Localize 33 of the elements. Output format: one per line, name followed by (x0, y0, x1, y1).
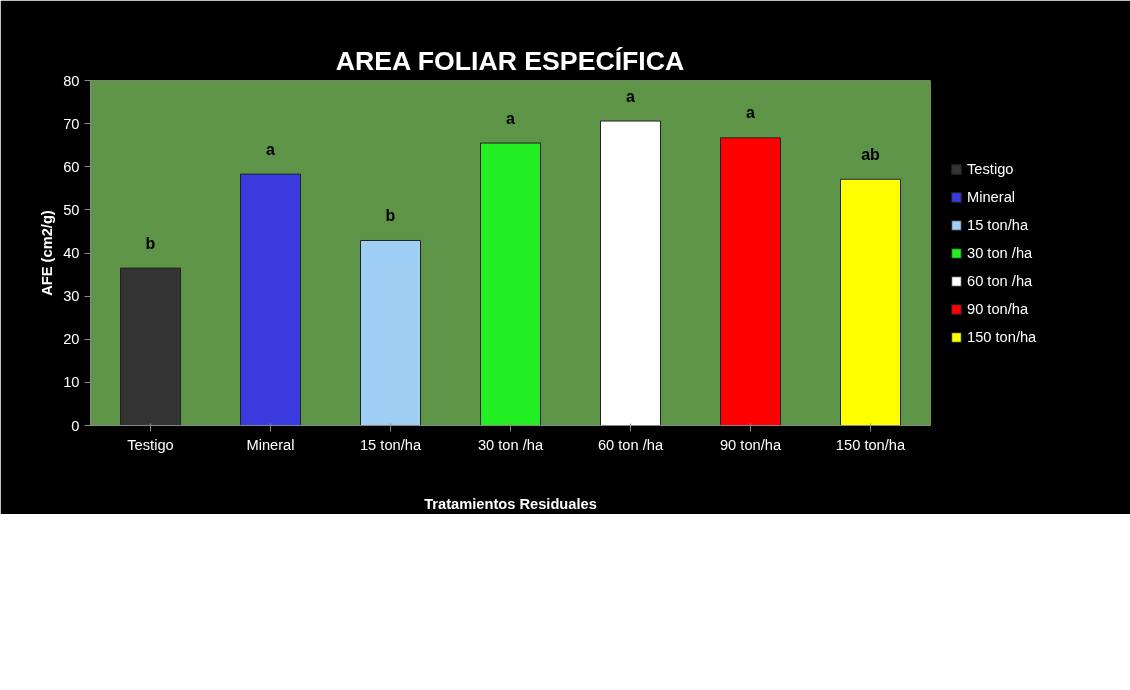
x-tick-label: Mineral (246, 436, 295, 453)
x-tick-label: 150 ton/ha (835, 436, 906, 453)
y-tick-label: 20 (63, 331, 80, 348)
y-axis-title: AFE (cm2/g) (39, 210, 56, 296)
x-tick-label: 90 ton/ha (719, 436, 782, 453)
y-tick-label: 60 (63, 158, 80, 175)
x-tick-label: 30 ton /ha (477, 436, 544, 453)
y-tick-label: 30 (63, 288, 80, 305)
annotation: b (145, 234, 156, 252)
x-axis-title: Tratamientos Residuales (424, 495, 597, 512)
x-tick-label: Testigo (127, 436, 174, 453)
legend-label: 15 ton/ha (967, 216, 1029, 233)
y-tick-label: 80 (63, 72, 80, 89)
legend-label: Testigo (967, 160, 1014, 177)
annotation: ab (861, 145, 881, 163)
annotation: b (385, 206, 396, 224)
y-tick-label: 10 (63, 374, 80, 391)
annotation: a (266, 140, 276, 158)
x-tick-label: 60 ton /ha (597, 436, 664, 453)
annotation: a (746, 104, 756, 122)
y-tick-label: 70 (63, 115, 80, 132)
legend-label: 30 ton /ha (967, 244, 1033, 261)
legend-label: 60 ton /ha (967, 272, 1033, 289)
x-tick-label: 15 ton/ha (359, 436, 422, 453)
legend-label: 150 ton/ha (967, 328, 1037, 345)
legend-label: 90 ton/ha (967, 300, 1029, 317)
legend-label: Mineral (967, 188, 1016, 205)
y-tick-label: 0 (71, 417, 80, 434)
y-tick-label: 50 (63, 201, 80, 218)
annotation: a (626, 87, 636, 105)
chart-title: AREA FOLIAR ESPECÍFICA (335, 45, 685, 76)
annotation: a (506, 109, 516, 127)
y-tick-label: 40 (63, 245, 80, 261)
